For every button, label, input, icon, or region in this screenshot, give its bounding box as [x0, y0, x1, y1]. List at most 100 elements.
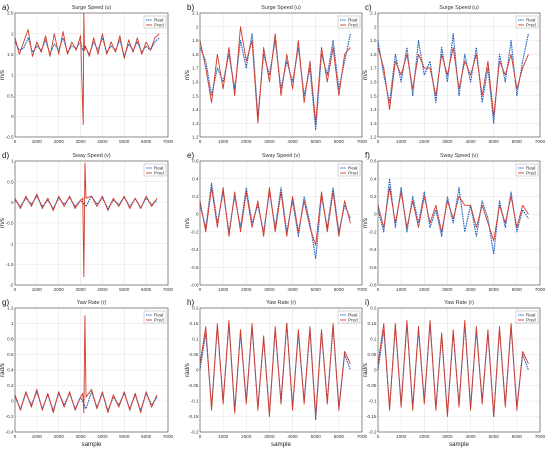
panel-c-ytick-0: 1.2 [370, 135, 377, 140]
panel-d-xtick-7: 7000 [163, 287, 174, 292]
panel-i-ytick-8: 0.2 [370, 306, 377, 311]
panel-c-xtick-7: 7000 [535, 139, 546, 144]
panel-c-title: Surge Speed (u) [439, 5, 479, 11]
panel-i-xtick-3: 3000 [442, 434, 453, 439]
panel-b-xtick-0: 0 [199, 139, 202, 144]
panel-f-ytick-1: -0.6 [369, 265, 377, 270]
panel-d-ytick-5: 0.5 [7, 179, 14, 184]
panel-g-ytick-5: 0.6 [7, 352, 14, 357]
panel-b-ylabel: m/s [184, 70, 191, 80]
panel-i-title: Yaw Rate (r) [444, 300, 474, 306]
panel-e-ytick-3: -0.2 [191, 229, 199, 234]
panel-d-ytick-0: -2 [9, 283, 14, 288]
panel-d-ytick-6: 1 [11, 159, 14, 164]
panel-a-xtick-3: 3000 [75, 139, 86, 144]
panel-b-xtick-2: 2000 [241, 139, 252, 144]
panel-e-xtick-6: 6000 [334, 287, 345, 292]
panel-g-frame [14, 307, 169, 433]
panel-c-ytick-3: 1.5 [370, 93, 377, 98]
panel-b-ytick-0: 1.2 [192, 135, 199, 140]
panel-b-xtick-5: 5000 [311, 139, 322, 144]
panel-f-xtick-0: 0 [377, 287, 380, 292]
panel-i-xtick-0: 0 [377, 434, 380, 439]
panel-g-ytick-4: 0.4 [7, 368, 14, 373]
panel-a-ytick-1: 0 [11, 114, 14, 119]
panel-f-xtick-6: 6000 [512, 287, 523, 292]
panel-h-xtick-4: 4000 [287, 434, 298, 439]
panel-f-title: Sway Speed (v) [440, 153, 478, 159]
panel-e-xtick-5: 5000 [311, 287, 322, 292]
panel-f-ytick-5: 0.2 [370, 194, 377, 199]
panel-h-ytick-0: -0.2 [191, 430, 199, 435]
panel-b-plot-area [200, 13, 362, 137]
panel-b-ytick-4: 1.6 [192, 79, 199, 84]
panel-h-ytick-7: 0.15 [190, 321, 199, 326]
panel-h-label: h) [187, 298, 194, 307]
panel-i-xtick-2: 2000 [419, 434, 430, 439]
panel-e-legend-label-pred: Pred [348, 171, 358, 176]
panel-b-ytick-6: 1.8 [192, 52, 199, 57]
panel-e-frame [199, 160, 363, 286]
panel-i-xtick-6: 6000 [512, 434, 523, 439]
panel-e-title: Sway Speed (v) [262, 153, 300, 159]
panel-d-xtick-1: 1000 [32, 287, 43, 292]
panel-a-series-pred [14, 12, 160, 126]
panel-f-ytick-4: 0 [374, 212, 377, 217]
panel-i-xtick-4: 4000 [465, 434, 476, 439]
panel-e-ytick-0: -0.8 [191, 283, 199, 288]
panel-f-series-pred [377, 187, 529, 242]
panel-f-ytick-3: -0.2 [369, 229, 377, 234]
panel-c-legend-label-real: Real [526, 18, 535, 23]
panel-a-ytick-4: 1.5 [7, 52, 14, 57]
panel-g-ylabel: rad/s [0, 363, 6, 377]
panel-i-ytick-1: -0.15 [366, 414, 377, 419]
panel-h-frame [199, 307, 363, 433]
panel-b-ytick-7: 1.9 [192, 38, 199, 43]
panel-c-series-pred [377, 46, 529, 117]
panel-c-xtick-6: 6000 [512, 139, 523, 144]
panel-c-ytick-7: 1.9 [370, 38, 377, 43]
panel-d-xtick-4: 4000 [97, 287, 108, 292]
panel-d-title: Sway Speed (v) [72, 153, 110, 159]
panel-h-xtick-5: 5000 [311, 434, 322, 439]
panel-e-xtick-1: 1000 [218, 287, 229, 292]
panel-f-ytick-0: -0.8 [369, 283, 377, 288]
panel-g-ytick-0: -0.4 [6, 430, 14, 435]
panel-c-xtick-1: 1000 [396, 139, 407, 144]
panel-e-label: e) [187, 151, 194, 160]
panel-a-xtick-0: 0 [14, 139, 17, 144]
panel-h-title: Yaw Rate (r) [266, 300, 296, 306]
panel-e-xtick-0: 0 [199, 287, 202, 292]
panel-g-ytick-1: -0.2 [6, 414, 14, 419]
panel-b-ytick-1: 1.3 [192, 121, 199, 126]
panel-h-ytick-8: 0.2 [192, 306, 199, 311]
panel-f-frame [377, 160, 541, 286]
panel-e-ytick-1: -0.6 [191, 265, 199, 270]
panel-a-frame [14, 12, 169, 138]
panel-h-xtick-2: 2000 [241, 434, 252, 439]
panel-b-frame [199, 12, 363, 138]
panel-g-ytick-3: 0.2 [7, 383, 14, 388]
panel-i-ytick-5: 0.05 [368, 352, 377, 357]
panel-g-xtick-0: 0 [14, 434, 17, 439]
panel-i-ylabel: rad/s [362, 363, 369, 377]
panel-i-legend-label-pred: Pred [526, 318, 536, 323]
panel-i-xlabel: sample [449, 441, 470, 448]
panel-h-ytick-3: -0.05 [188, 383, 199, 388]
panel-b-xtick-6: 6000 [334, 139, 345, 144]
panel-f-legend-label-real: Real [526, 166, 535, 171]
panel-g-legend-label-pred: Pred [154, 318, 164, 323]
panel-b-ytick-9: 2.1 [192, 11, 199, 16]
panel-b-legend-label-real: Real [348, 18, 357, 23]
panel-a-ytick-3: 1 [11, 73, 14, 78]
panel-i-series-pred [377, 319, 529, 417]
panel-b-xtick-1: 1000 [218, 139, 229, 144]
panel-e-xtick-4: 4000 [287, 287, 298, 292]
panel-a-xtick-2: 2000 [54, 139, 65, 144]
panel-f-ytick-7: 0.6 [370, 159, 377, 164]
panel-b-series-pred [199, 26, 351, 124]
panel-g-xtick-5: 5000 [119, 434, 130, 439]
panel-h-ytick-1: -0.15 [188, 414, 199, 419]
panel-f-xtick-1: 1000 [396, 287, 407, 292]
